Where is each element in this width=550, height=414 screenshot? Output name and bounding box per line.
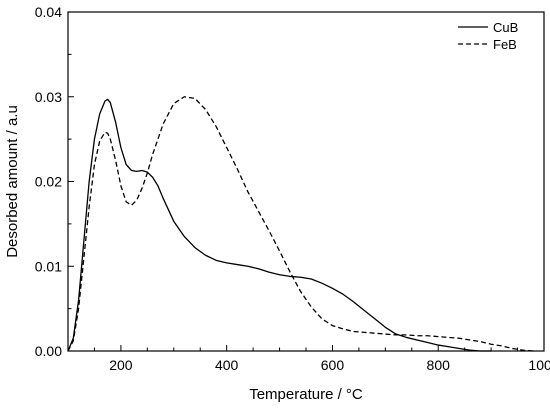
series-line-feb xyxy=(67,96,534,352)
legend-label-feb: FeB xyxy=(493,37,517,52)
x-tick-label: 600 xyxy=(321,357,345,373)
x-axis-title: Temperature / °C xyxy=(249,386,363,403)
x-tick-label: 400 xyxy=(215,357,239,373)
series-line-cub xyxy=(67,98,492,352)
x-tick-label: 800 xyxy=(427,357,451,373)
y-tick-label: 0.04 xyxy=(35,4,62,20)
y-tick-label: 0.00 xyxy=(35,343,62,359)
x-tick-label: 200 xyxy=(109,357,133,373)
legend-label-cub: CuB xyxy=(493,20,518,35)
y-tick-label: 0.03 xyxy=(35,89,62,105)
y-axis-title: Desorbed amount / a.u xyxy=(4,105,21,258)
y-tick-label: 0.02 xyxy=(35,174,62,190)
y-tick-label: 0.01 xyxy=(35,258,62,274)
